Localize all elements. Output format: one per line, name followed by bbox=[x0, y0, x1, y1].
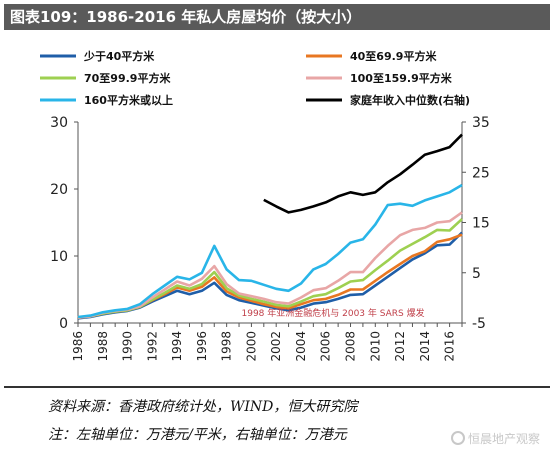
x-tick-label: 1994 bbox=[170, 331, 184, 362]
x-tick-label: 2010 bbox=[368, 331, 382, 362]
x-tick-label: 2004 bbox=[294, 331, 308, 362]
legend-label: 少于40平方米 bbox=[83, 49, 155, 63]
x-tick-label: 2008 bbox=[344, 331, 358, 362]
y-tick-label-left: 20 bbox=[50, 182, 68, 198]
x-tick-label: 1992 bbox=[145, 331, 159, 362]
watermark: 恒晨地产观察 bbox=[450, 430, 540, 447]
chart-annotation: 1998 年亚洲金融危机与 2003 年 SARS 爆发 bbox=[242, 307, 425, 319]
y-tick-label-right: -5 bbox=[472, 316, 486, 332]
line-chart: 少于40平方米 40至69.9平方米 70至99.9平方米 100至159.9平方米 1… bbox=[40, 49, 490, 362]
watermark-text: 恒晨地产观察 bbox=[467, 432, 540, 446]
series-line bbox=[77, 211, 463, 319]
series-line bbox=[263, 133, 463, 214]
x-tick-label: 1988 bbox=[96, 331, 110, 362]
x-tick-label: 1996 bbox=[195, 331, 209, 362]
x-tick-label: 2016 bbox=[443, 331, 457, 362]
wechat-icon bbox=[450, 431, 465, 445]
x-tick-label: 1998 bbox=[220, 331, 234, 362]
source-note: 资料来源：香港政府统计处，WIND，恒大研究院 bbox=[48, 399, 358, 415]
y-tick-label-right: 25 bbox=[472, 165, 490, 181]
legend-label: 70至99.9平方米 bbox=[84, 71, 171, 85]
y-tick-label-left: 30 bbox=[50, 115, 68, 131]
x-tick-label: 2014 bbox=[418, 331, 432, 362]
y-tick-label-right: 15 bbox=[472, 216, 490, 232]
x-tick-label: 1986 bbox=[71, 331, 85, 362]
footer-divider bbox=[4, 386, 550, 388]
legend-label: 家庭年收入中位数(右轴) bbox=[350, 93, 470, 107]
x-tick-label: 2012 bbox=[393, 331, 407, 362]
legend-label: 160平方米或以上 bbox=[84, 93, 173, 107]
x-tick-label: 1990 bbox=[121, 331, 135, 362]
x-tick-label: 2002 bbox=[269, 331, 283, 362]
x-tick-label: 2000 bbox=[244, 331, 258, 362]
unit-note: 注：左轴单位：万港元/平米，右轴单位：万港元 bbox=[48, 427, 347, 443]
legend-label: 40至69.9平方米 bbox=[350, 49, 437, 63]
y-tick-label-left: 0 bbox=[59, 316, 68, 332]
legend-label: 100至159.9平方米 bbox=[350, 71, 453, 85]
series-line bbox=[77, 183, 463, 319]
x-tick-label: 2006 bbox=[319, 331, 333, 362]
y-tick-label-right: 5 bbox=[472, 266, 481, 282]
y-tick-label-right: 35 bbox=[472, 115, 490, 131]
y-tick-label-left: 10 bbox=[50, 249, 68, 265]
chart-title: 图表109：1986-2016 年私人房屋均价（按大小） bbox=[4, 4, 550, 30]
